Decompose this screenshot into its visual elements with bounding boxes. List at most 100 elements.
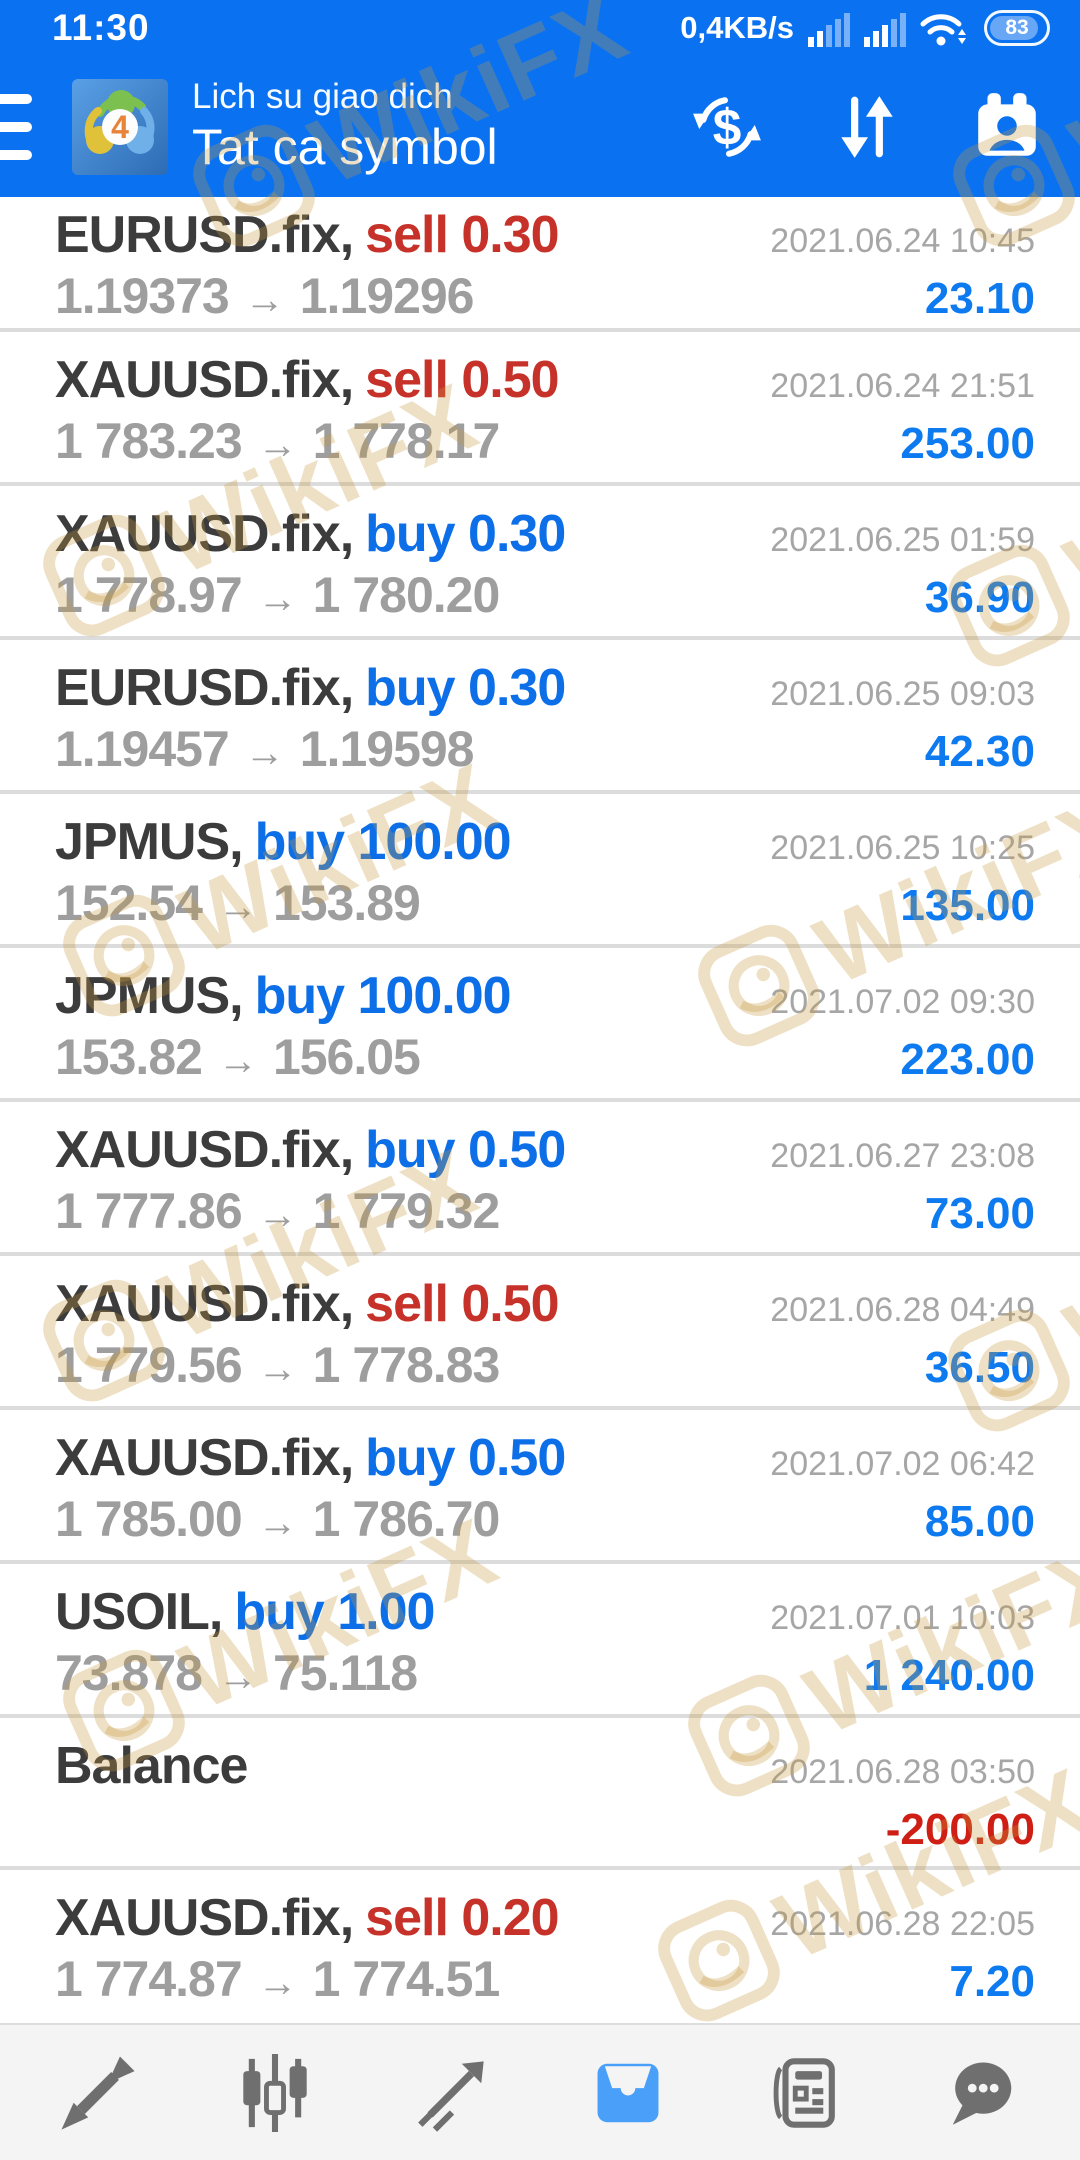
trade-arrows-icon[interactable] <box>48 2043 148 2143</box>
profit-value: 42.30 <box>924 727 1035 776</box>
symbol-label: USOIL, <box>55 1583 223 1641</box>
trade-tray-icon[interactable] <box>578 2043 678 2143</box>
news-icon[interactable] <box>755 2043 855 2143</box>
arrow-right-icon: → <box>257 1347 298 1391</box>
trade-datetime: 2021.06.28 04:49 <box>770 1291 1035 1329</box>
profit-value: 36.50 <box>924 1343 1035 1392</box>
profit-value: -200.00 <box>885 1805 1035 1854</box>
symbol-and-side: XAUUSD.fix, buy 0.50 <box>55 1120 566 1180</box>
open-price: 1.19457 <box>55 721 230 777</box>
symbol-label: XAUUSD.fix, <box>55 505 354 563</box>
arrow-right-icon: → <box>217 1655 258 1699</box>
symbol-and-side: JPMUS, buy 100.00 <box>55 966 512 1026</box>
price-range: 1 779.56 → 1 778.83 <box>55 1336 501 1394</box>
menu-icon[interactable] <box>0 93 32 160</box>
price-range: 1 777.86 → 1 779.32 <box>55 1182 500 1240</box>
arrow-right-icon: → <box>217 1039 258 1083</box>
price-range: 1.19373 → 1.19296 <box>55 267 474 325</box>
open-price: 152.54 <box>55 875 203 931</box>
metatrader4-logo: 4 <box>70 77 170 177</box>
price-range: 152.54 → 153.89 <box>55 874 421 932</box>
messages-icon[interactable] <box>932 2043 1032 2143</box>
trade-row[interactable]: XAUUSD.fix, sell 0.50 2021.06.28 04:49 1 … <box>0 1256 1080 1410</box>
side-volume-label: buy 1.00 <box>234 1583 435 1641</box>
open-price: 1.19373 <box>55 268 230 324</box>
signal-bars-icon-2 <box>864 13 906 47</box>
symbol-label: XAUUSD.fix, <box>55 1429 354 1487</box>
contact-card-icon[interactable] <box>970 90 1044 164</box>
close-price: 1 780.20 <box>312 567 501 623</box>
symbol-and-side: EURUSD.fix, sell 0.30 <box>55 205 560 265</box>
clock: 11:30 <box>52 7 150 48</box>
side-volume-label: buy 0.50 <box>365 1429 566 1487</box>
profit-value: 223.00 <box>900 1035 1035 1084</box>
trade-datetime: 2021.07.01 10:03 <box>770 1599 1035 1637</box>
trade-history-list: EURUSD.fix, sell 0.30 2021.06.24 10:45 1.… <box>0 197 1080 2023</box>
profit-value: 73.00 <box>924 1189 1035 1238</box>
trade-row[interactable]: XAUUSD.fix, buy 0.50 2021.06.27 23:08 1 7… <box>0 1102 1080 1256</box>
trade-datetime: 2021.06.24 10:45 <box>770 222 1035 260</box>
trade-row[interactable]: JPMUS, buy 100.00 2021.07.02 09:30 153.82… <box>0 948 1080 1102</box>
signal-bars-icon-1 <box>808 13 850 47</box>
trade-datetime: 2021.06.28 22:05 <box>770 1905 1035 1943</box>
trade-datetime: 2021.06.25 01:59 <box>770 521 1035 559</box>
symbol-and-side: XAUUSD.fix, sell 0.20 <box>55 1888 560 1948</box>
side-volume-label: sell 0.50 <box>365 1275 559 1333</box>
price-range: 73.878 → 75.118 <box>55 1644 418 1702</box>
symbol-label: XAUUSD.fix, <box>55 1275 354 1333</box>
symbol-label: XAUUSD.fix, <box>55 1121 354 1179</box>
bottom-nav-bar <box>0 2023 1080 2160</box>
symbol-label: EURUSD.fix, <box>55 206 354 264</box>
open-price: 1 783.23 <box>55 413 243 469</box>
profit-value: 1 240.00 <box>863 1651 1035 1700</box>
trade-row[interactable]: XAUUSD.fix, buy 0.30 2021.06.25 01:59 1 7… <box>0 486 1080 640</box>
open-price: 1 778.97 <box>55 567 243 623</box>
symbol-and-side: EURUSD.fix, buy 0.30 <box>55 658 566 718</box>
open-price: 1 779.56 <box>55 1337 243 1393</box>
side-volume-label: sell 0.20 <box>365 1889 559 1947</box>
symbol-and-side: USOIL, buy 1.00 <box>55 1582 435 1642</box>
price-range: 1 785.00 → 1 786.70 <box>55 1490 501 1548</box>
sort-updown-icon[interactable] <box>830 90 904 164</box>
arrow-right-icon: → <box>217 885 258 929</box>
price-range: 1 783.23 → 1 778.17 <box>55 412 501 470</box>
close-price: 1 778.17 <box>312 413 501 469</box>
side-volume-label: sell 0.30 <box>365 206 559 264</box>
header-titles: Lich su giao dich Tat ca symbol <box>192 77 498 177</box>
open-price: 153.82 <box>55 1029 203 1085</box>
close-price: 1 774.51 <box>312 1951 501 2007</box>
price-range: 1 778.97 → 1 780.20 <box>55 566 501 624</box>
symbol-and-side: XAUUSD.fix, sell 0.50 <box>55 1274 560 1334</box>
side-volume-label: buy 0.30 <box>365 659 566 717</box>
symbol-and-side: XAUUSD.fix, sell 0.50 <box>55 350 560 410</box>
trade-row[interactable]: XAUUSD.fix, sell 0.20 2021.06.28 22:05 1 … <box>0 1870 1080 2020</box>
price-range: 153.82 → 156.05 <box>55 1028 421 1086</box>
side-volume-label: buy 0.50 <box>365 1121 566 1179</box>
symbol-and-side: XAUUSD.fix, buy 0.30 <box>55 504 566 564</box>
line-chart-icon[interactable] <box>402 2043 502 2143</box>
trade-datetime: 2021.06.24 21:51 <box>770 367 1035 405</box>
currency-exchange-icon[interactable]: $ <box>690 90 764 164</box>
wifi-icon <box>920 14 966 46</box>
trade-row[interactable]: USOIL, buy 1.00 2021.07.01 10:03 73.878 → 7… <box>0 1564 1080 1718</box>
trade-datetime: 2021.06.25 10:25 <box>770 829 1035 867</box>
symbol-and-side: JPMUS, buy 100.00 <box>55 812 512 872</box>
trade-row[interactable]: Balance 2021.06.28 03:50 -200.00 <box>0 1718 1080 1870</box>
close-price: 1.19598 <box>299 721 475 777</box>
close-price: 1 778.83 <box>312 1337 501 1393</box>
trade-row[interactable]: XAUUSD.fix, sell 0.50 2021.06.24 21:51 1 … <box>0 332 1080 486</box>
close-price: 75.118 <box>272 1645 418 1701</box>
close-price: 1 786.70 <box>312 1491 501 1547</box>
trade-row[interactable]: EURUSD.fix, sell 0.30 2021.06.24 10:45 1.… <box>0 197 1080 332</box>
symbol-label: EURUSD.fix, <box>55 659 354 717</box>
network-speed: 0,4KB/s <box>680 10 794 45</box>
trade-row[interactable]: EURUSD.fix, buy 0.30 2021.06.25 09:03 1.1… <box>0 640 1080 794</box>
arrow-right-icon: → <box>257 1961 298 2005</box>
candlestick-chart-icon[interactable] <box>225 2043 325 2143</box>
trade-row[interactable]: XAUUSD.fix, buy 0.50 2021.07.02 06:42 1 7… <box>0 1410 1080 1564</box>
symbol-filter-label[interactable]: Tat ca symbol <box>192 118 498 175</box>
status-bar: 11:30 0,4KB/s <box>0 0 1080 56</box>
trade-row[interactable]: JPMUS, buy 100.00 2021.06.25 10:25 152.54… <box>0 794 1080 948</box>
battery-icon: 83 <box>984 10 1050 46</box>
